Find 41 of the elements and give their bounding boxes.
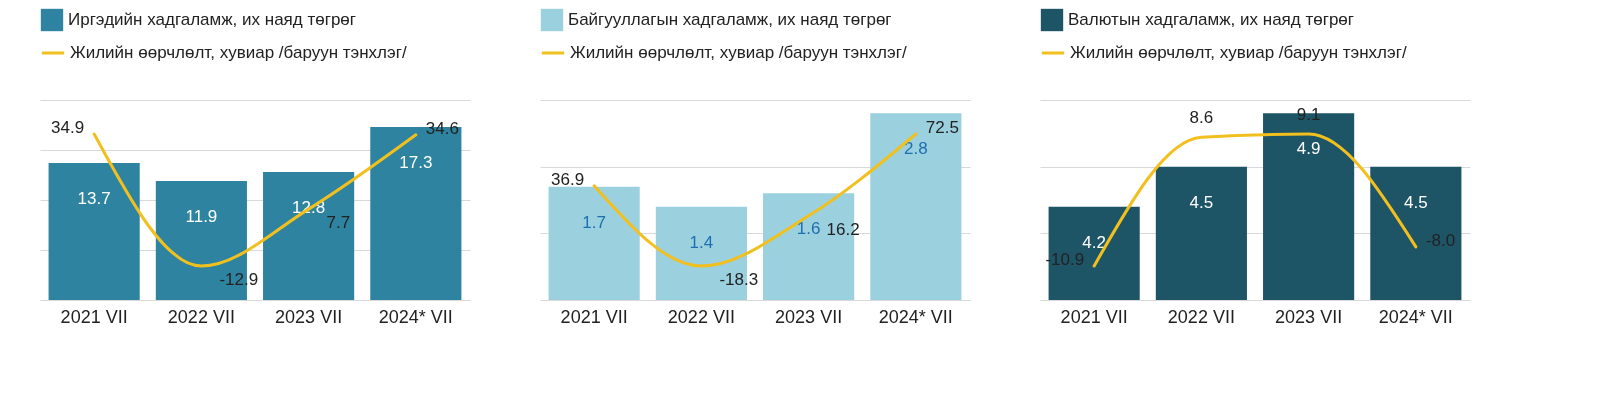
data-label: -18.3	[719, 270, 759, 289]
x-tick-label: 2021 VII	[560, 306, 628, 327]
data-label: 4.9	[1296, 139, 1321, 159]
legend-label: Жилийн өөрчлөлт, хувиар /баруун тэнхлэг/	[70, 43, 407, 62]
x-tick-label: 2024* VII	[878, 306, 953, 327]
x-tick-label: 2024* VII	[378, 306, 453, 327]
data-label: 2.8	[904, 139, 928, 159]
data-label: 1.6	[796, 219, 821, 239]
data-label: -8.0	[1425, 230, 1456, 250]
data-label: 1.4	[689, 232, 714, 252]
data-label: 4.2	[1082, 232, 1106, 252]
x-tick-label: 2023 VII	[1275, 306, 1343, 327]
data-label: 4.5	[1404, 192, 1428, 212]
x-tick-label: 2023 VII	[775, 306, 843, 327]
data-label: 13.7	[77, 189, 111, 208]
bar	[48, 163, 140, 300]
bar	[263, 172, 355, 300]
data-label: 4.5	[1189, 192, 1214, 212]
data-label: 11.9	[185, 207, 218, 226]
legend-label: Валютын хадгаламж, их наяд төгрөг	[1068, 10, 1355, 29]
data-label: 7.7	[326, 213, 351, 233]
x-tick-label: 2022 VII	[667, 306, 735, 327]
data-label: 16.2	[826, 219, 860, 239]
x-tick-label: 2022 VII	[1167, 306, 1235, 327]
x-tick-label: 2024* VII	[1378, 306, 1453, 327]
data-label: 34.9	[51, 118, 85, 137]
x-tick-label: 2021 VII	[60, 306, 128, 327]
bar	[870, 113, 962, 300]
data-label: 72.5	[925, 118, 959, 137]
bar	[548, 186, 640, 300]
data-label: 36.9	[551, 169, 585, 189]
legend-label: Иргэдийн хадгаламж, их наяд төгрөг	[68, 10, 357, 29]
data-label: 8.6	[1189, 108, 1214, 128]
data-label: 1.7	[582, 212, 606, 232]
x-tick-label: 2023 VII	[275, 306, 343, 327]
x-tick-label: 2022 VII	[167, 306, 235, 327]
legend-label: Байгууллагын хадгаламж, их наяд төгрөг	[568, 10, 892, 29]
x-tick-label: 2021 VII	[1060, 306, 1128, 327]
legend-label: Жилийн өөрчлөлт, хувиар /баруун тэнхлэг/	[1070, 43, 1407, 62]
data-label: 17.3	[399, 153, 433, 172]
legend-label: Жилийн өөрчлөлт, хувиар /баруун тэнхлэг/	[570, 43, 907, 62]
